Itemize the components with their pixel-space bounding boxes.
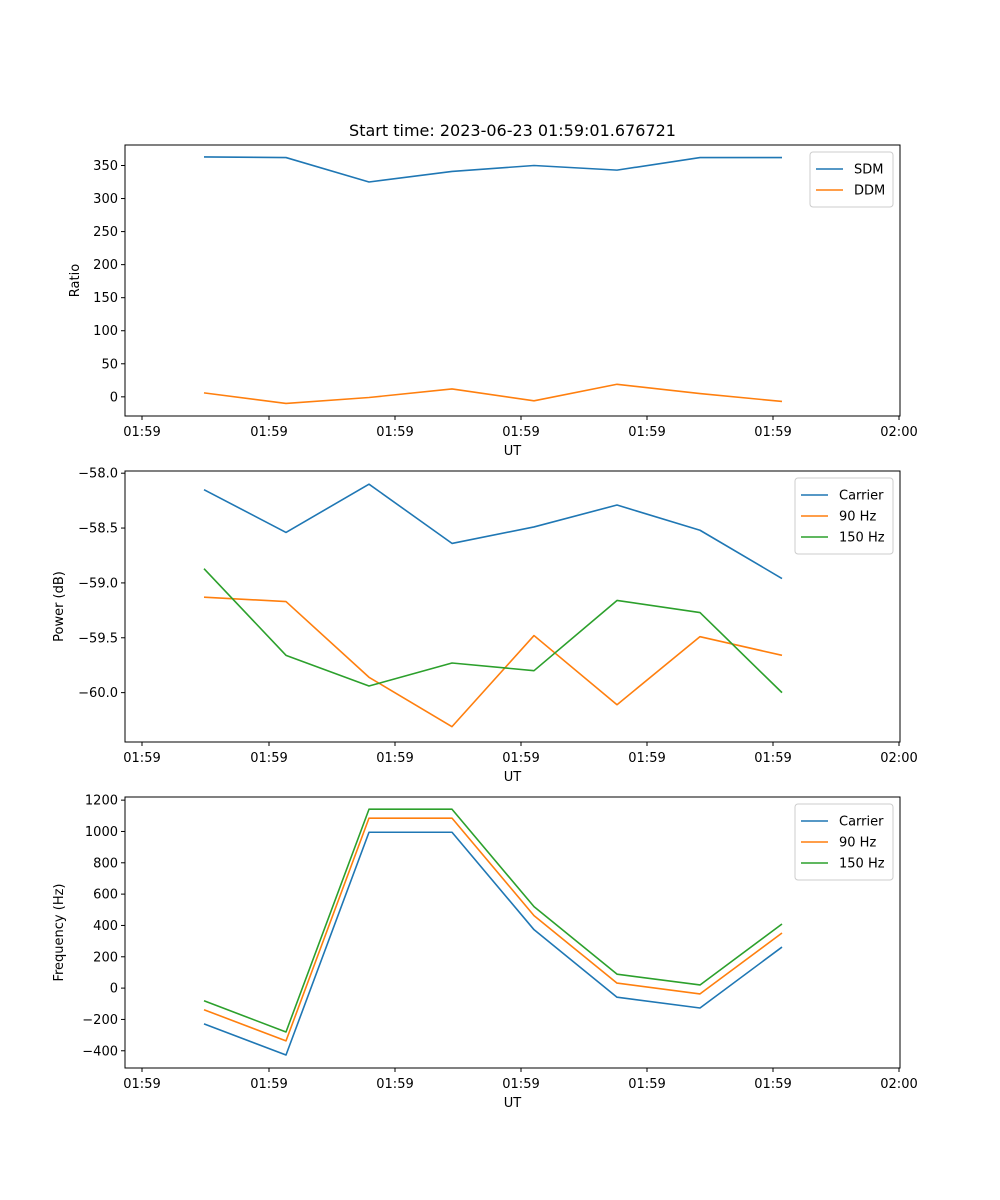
y-tick-label: 350 bbox=[93, 159, 118, 174]
y-tick-label: 0 bbox=[110, 982, 118, 997]
legend-box bbox=[794, 477, 894, 555]
x-tick-label: 02:00 bbox=[880, 425, 917, 440]
legend: SDM DDM bbox=[809, 151, 894, 208]
x-tick-label: 01:59 bbox=[376, 751, 413, 766]
y-tick-label: −59.0 bbox=[78, 576, 118, 591]
axes-frame bbox=[124, 144, 901, 417]
x-axis-label: UT bbox=[504, 444, 522, 459]
x-tick-label: 02:00 bbox=[880, 751, 917, 766]
x-tick-label: 01:59 bbox=[754, 425, 791, 440]
legend: Carrier 90 Hz 150 Hz bbox=[794, 477, 894, 555]
x-tick-label: 01:59 bbox=[123, 751, 160, 766]
series-line-150-hz bbox=[203, 568, 783, 694]
chart-title: Start time: 2023-06-23 01:59:01.676721 bbox=[349, 121, 676, 140]
legend-label: 150 Hz bbox=[839, 857, 885, 872]
subplot-3: 01:59 01:59 01:59 01:59 01:59 01:59 02:00 −400 −… bbox=[52, 794, 918, 1111]
y-tick-label: 1000 bbox=[85, 825, 118, 840]
legend-label: Carrier bbox=[839, 489, 884, 504]
y-tick-label: 150 bbox=[93, 291, 118, 306]
x-tick-label: 01:59 bbox=[754, 1077, 791, 1092]
y-tick-label: 300 bbox=[93, 192, 118, 207]
legend-label: 150 Hz bbox=[839, 531, 885, 546]
y-tick-label: 100 bbox=[93, 324, 118, 339]
y-axis-label: Power (dB) bbox=[52, 571, 67, 642]
x-tick-label: 02:00 bbox=[880, 1077, 917, 1092]
y-tick-label: 0 bbox=[110, 390, 118, 405]
y-tick-label: 400 bbox=[93, 919, 118, 934]
x-axis-label: UT bbox=[504, 1096, 522, 1111]
subplot-1: 01:59 01:59 01:59 01:59 01:59 01:59 02:00 0 50 10… bbox=[68, 144, 918, 459]
axes-frame bbox=[124, 796, 901, 1069]
series-line-150-hz bbox=[203, 808, 783, 1033]
axes-frame bbox=[124, 470, 901, 743]
legend-label: SDM bbox=[854, 163, 883, 178]
y-tick-label: −59.5 bbox=[78, 631, 118, 646]
subplot-2: 01:59 01:59 01:59 01:59 01:59 01:59 02:00 −60.0… bbox=[52, 467, 918, 785]
legend: Carrier 90 Hz 150 Hz bbox=[794, 803, 894, 881]
x-tick-label: 01:59 bbox=[250, 1077, 287, 1092]
y-tick-label: 200 bbox=[93, 258, 118, 273]
y-tick-label: −60.0 bbox=[78, 686, 118, 701]
y-axis-label: Ratio bbox=[68, 264, 83, 297]
series-line-carrier bbox=[203, 483, 783, 580]
series-line-90-hz bbox=[203, 596, 783, 728]
y-tick-label: 250 bbox=[93, 225, 118, 240]
y-tick-label: −58.0 bbox=[78, 467, 118, 482]
legend-box bbox=[794, 803, 894, 881]
y-tick-label: 200 bbox=[93, 950, 118, 965]
y-tick-label: −200 bbox=[82, 1013, 118, 1028]
legend-label: Carrier bbox=[839, 815, 884, 830]
legend-box bbox=[809, 151, 894, 208]
x-axis-label: UT bbox=[504, 770, 522, 785]
legend-label: 90 Hz bbox=[839, 836, 876, 851]
legend-label: 90 Hz bbox=[839, 510, 876, 525]
x-tick-label: 01:59 bbox=[502, 751, 539, 766]
x-tick-label: 01:59 bbox=[123, 1077, 160, 1092]
subplots: 01:59 01:59 01:59 01:59 01:59 01:59 02:00 0 50 10… bbox=[52, 144, 918, 1111]
x-tick-label: 01:59 bbox=[250, 425, 287, 440]
x-tick-label: 01:59 bbox=[123, 425, 160, 440]
y-tick-label: 600 bbox=[93, 888, 118, 903]
legend-label: DDM bbox=[854, 184, 885, 199]
y-tick-label: 50 bbox=[101, 357, 118, 372]
series-line-carrier bbox=[203, 831, 783, 1056]
x-tick-label: 01:59 bbox=[250, 751, 287, 766]
x-tick-label: 01:59 bbox=[754, 751, 791, 766]
x-tick-label: 01:59 bbox=[502, 1077, 539, 1092]
x-tick-label: 01:59 bbox=[376, 425, 413, 440]
y-tick-label: 800 bbox=[93, 856, 118, 871]
x-tick-label: 01:59 bbox=[628, 1077, 665, 1092]
series-line-90-hz bbox=[203, 817, 783, 1042]
x-tick-label: 01:59 bbox=[376, 1077, 413, 1092]
x-tick-label: 01:59 bbox=[628, 425, 665, 440]
x-tick-label: 01:59 bbox=[628, 751, 665, 766]
series-line-ddm bbox=[203, 383, 783, 405]
y-axis-label: Frequency (Hz) bbox=[52, 883, 67, 981]
x-tick-label: 01:59 bbox=[502, 425, 539, 440]
y-tick-label: 1200 bbox=[85, 794, 118, 809]
y-tick-label: −400 bbox=[82, 1044, 118, 1059]
series-line-sdm bbox=[203, 156, 782, 183]
y-tick-label: −58.5 bbox=[78, 522, 118, 537]
